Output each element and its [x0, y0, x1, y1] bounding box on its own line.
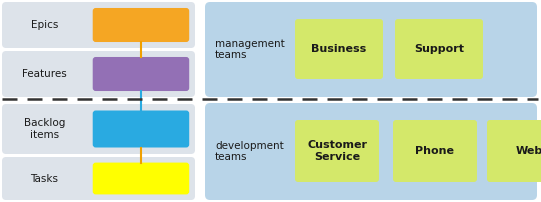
FancyBboxPatch shape [93, 110, 189, 147]
Text: development
teams: development teams [215, 141, 283, 162]
FancyBboxPatch shape [205, 103, 537, 200]
FancyBboxPatch shape [487, 120, 541, 182]
FancyBboxPatch shape [2, 51, 195, 97]
FancyBboxPatch shape [295, 120, 379, 182]
FancyBboxPatch shape [93, 57, 189, 91]
FancyBboxPatch shape [395, 19, 483, 79]
Text: Customer
Service: Customer Service [307, 140, 367, 162]
FancyBboxPatch shape [205, 2, 537, 97]
Text: Phone: Phone [415, 146, 454, 156]
Text: Features: Features [22, 69, 67, 79]
FancyBboxPatch shape [2, 104, 195, 154]
Text: Tasks: Tasks [30, 174, 58, 183]
Text: management
teams: management teams [215, 39, 285, 60]
Text: Epics: Epics [31, 20, 58, 30]
FancyBboxPatch shape [393, 120, 477, 182]
Text: Business: Business [312, 44, 367, 54]
FancyBboxPatch shape [2, 157, 195, 200]
FancyBboxPatch shape [93, 163, 189, 194]
FancyBboxPatch shape [2, 2, 195, 48]
FancyBboxPatch shape [295, 19, 383, 79]
FancyBboxPatch shape [93, 8, 189, 42]
Text: Backlog
items: Backlog items [24, 118, 65, 140]
Text: Support: Support [414, 44, 464, 54]
Text: Web: Web [516, 146, 541, 156]
